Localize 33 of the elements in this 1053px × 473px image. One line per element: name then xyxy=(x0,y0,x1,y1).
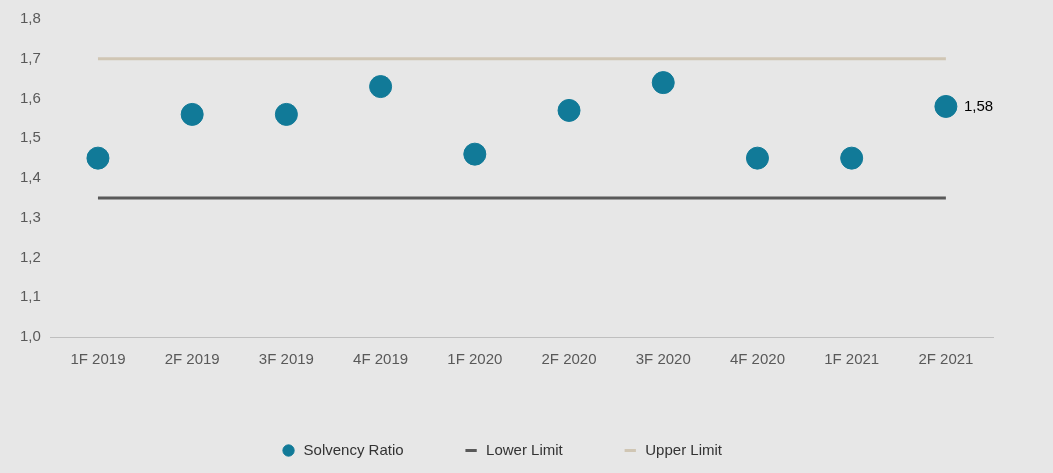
x-tick-label: 1F 2021 xyxy=(824,350,880,368)
y-tick-label: 1,8 xyxy=(19,9,41,27)
y-tick-label: 1,6 xyxy=(19,88,41,106)
point xyxy=(745,146,769,170)
point xyxy=(180,102,204,126)
legend-label: Lower Limit xyxy=(486,440,564,458)
x-tick-label: 2F 2021 xyxy=(918,350,974,368)
point xyxy=(86,146,110,170)
y-tick-label: 1,3 xyxy=(19,207,41,225)
point xyxy=(934,94,958,118)
x-tick-label: 1F 2020 xyxy=(447,350,503,368)
y-tick-label: 1,7 xyxy=(19,48,41,66)
point xyxy=(369,75,393,99)
y-tick-label: 1,5 xyxy=(19,128,41,146)
x-tick-label: 3F 2019 xyxy=(258,350,314,368)
x-tick-label: 2F 2019 xyxy=(164,350,220,368)
point xyxy=(651,71,675,95)
y-tick-label: 1,4 xyxy=(19,168,41,186)
x-tick-label: 4F 2020 xyxy=(729,350,785,368)
point xyxy=(557,98,581,122)
point xyxy=(840,146,864,170)
data-label: 1,58 xyxy=(963,96,994,114)
y-tick-label: 1,1 xyxy=(19,287,41,305)
y-tick-label: 1,0 xyxy=(19,327,41,345)
point xyxy=(274,102,298,126)
x-tick-label: 1F 2019 xyxy=(70,350,126,368)
x-tick-label: 2F 2020 xyxy=(541,350,597,368)
legend-label: Solvency Ratio xyxy=(303,440,404,458)
legend-label: Upper Limit xyxy=(645,440,723,458)
x-tick-label: 4F 2019 xyxy=(353,350,409,368)
point xyxy=(463,142,487,166)
x-tick-label: 3F 2020 xyxy=(635,350,691,368)
y-tick-label: 1,2 xyxy=(19,247,41,265)
